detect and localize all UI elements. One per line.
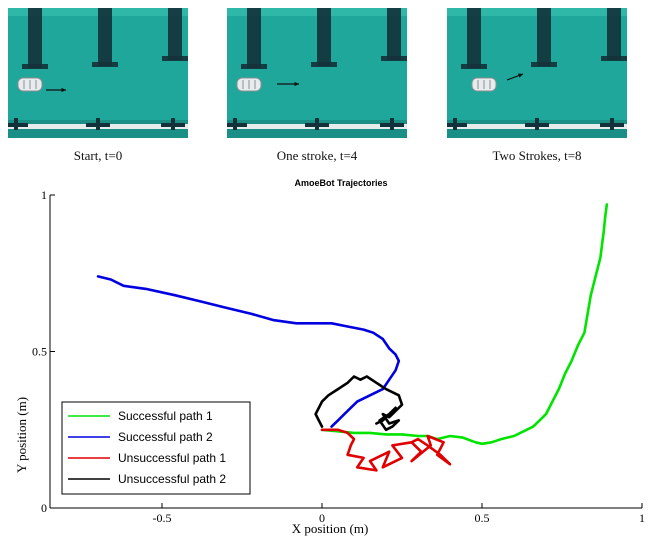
photo-one-stroke: [227, 8, 407, 138]
photo-two-strokes: [447, 8, 627, 138]
lane-marker-foot: [311, 62, 337, 67]
y-tick-label: 0: [41, 501, 47, 515]
direction-arrowhead: [294, 81, 299, 87]
lane-marker-foot: [241, 64, 267, 69]
direction-arrowhead: [61, 87, 66, 93]
chart-title: AmoeBot Trajectories: [294, 178, 387, 188]
y-tick-label: 0.5: [32, 345, 47, 359]
x-tick-label: -0.5: [153, 511, 172, 525]
lane-marker: [387, 8, 401, 60]
lane-marker: [317, 8, 331, 66]
floor-cross: [171, 118, 175, 130]
series-layer: [96, 203, 609, 472]
legend-label: Successful path 1: [118, 409, 213, 423]
legend-label: Successful path 2: [118, 430, 213, 444]
floor-cross: [233, 118, 237, 130]
lane-marker-foot: [531, 62, 557, 67]
direction-arrowhead: [518, 73, 523, 78]
x-axis-label: X position (m): [292, 521, 369, 536]
lane-marker: [247, 8, 261, 68]
lane-marker: [537, 8, 551, 66]
lane-marker-foot: [381, 56, 407, 61]
photo-start: [8, 8, 188, 138]
floor-cross: [390, 118, 394, 130]
x-tick-label: 0: [319, 511, 325, 525]
lane-marker-foot: [601, 56, 627, 61]
floor-cross: [315, 118, 319, 130]
y-tick-label: 1: [41, 188, 47, 202]
series-line-unsuccessful-path-2: [314, 375, 404, 432]
legend-label: Unsuccessful path 2: [118, 472, 226, 486]
lane-marker: [98, 8, 112, 66]
lane-marker-foot: [162, 56, 188, 61]
photo-caption-one-stroke: One stroke, t=4: [276, 148, 358, 163]
lane-marker-foot: [92, 62, 118, 67]
x-tick-label: 0.5: [475, 511, 490, 525]
x-tick-label: 1: [639, 511, 645, 525]
legend: Successful path 1 Successful path 2 Unsucc…: [61, 401, 251, 495]
trajectory-chart: AmoeBot Trajectories -0.5 0 0.5 1 0 0.5 1 X po…: [14, 178, 645, 536]
lane-marker: [28, 8, 42, 68]
lane-marker: [607, 8, 621, 60]
floor-cross: [453, 118, 457, 130]
series-line-successful-path-1: [320, 203, 609, 446]
floor-cross: [96, 118, 100, 130]
photo-caption-two-strokes: Two Strokes, t=8: [492, 148, 582, 163]
floor-cross: [610, 118, 614, 130]
lane-marker: [467, 8, 481, 68]
axes: -0.5 0 0.5 1 0 0.5 1: [32, 188, 645, 525]
floor-cross: [535, 118, 539, 130]
y-axis-label: Y position (m): [14, 397, 29, 473]
lane-marker-foot: [461, 64, 487, 69]
floor-cross: [14, 118, 18, 130]
photo-caption-start: Start, t=0: [73, 148, 123, 163]
legend-label: Unsuccessful path 1: [118, 451, 226, 465]
series-line-unsuccessful-path-1: [320, 428, 452, 472]
series-line-successful-path-2: [96, 275, 401, 428]
lane-marker-foot: [22, 64, 48, 69]
lane-marker: [168, 8, 182, 60]
